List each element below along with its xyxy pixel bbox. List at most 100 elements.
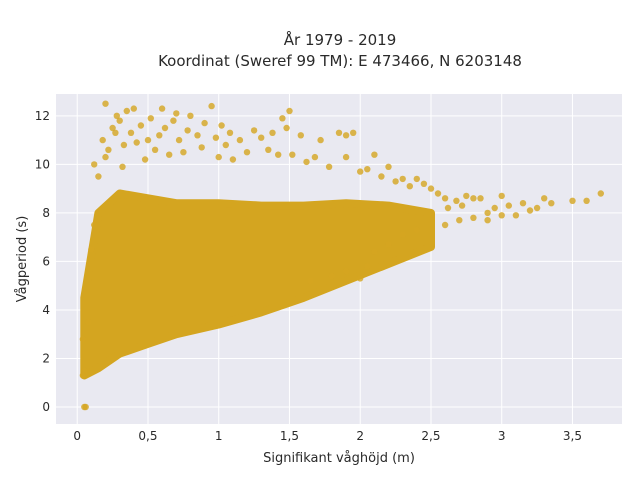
scatter-point (541, 195, 548, 202)
scatter-point (130, 105, 137, 112)
scatter-point (526, 207, 534, 214)
scatter-point (82, 403, 89, 411)
scatter-point (498, 192, 505, 200)
scatter-point (99, 136, 106, 144)
scatter-point (265, 146, 272, 153)
scatter-point (463, 192, 470, 200)
scatter-point (491, 204, 498, 212)
x-tick-labels: 0 0,5 1 1,5 2 2,5 3 3,5 (73, 429, 582, 443)
scatter-point (303, 158, 310, 166)
scatter-point (102, 153, 109, 161)
scatter-point (311, 153, 319, 161)
x-tick-label: 1 (215, 429, 223, 443)
x-tick-label: 3,5 (563, 429, 582, 443)
scatter-point (119, 163, 126, 170)
scatter-point (236, 136, 244, 144)
scatter-point (158, 105, 166, 112)
scatter-point (548, 200, 555, 207)
scatter-point (88, 246, 95, 253)
scatter-point (184, 127, 191, 134)
scatter-point (81, 367, 88, 374)
scatter-point (392, 178, 399, 185)
scatter-point (91, 221, 98, 229)
scatter-point (147, 115, 154, 122)
scatter-point (328, 272, 336, 280)
scatter-point (458, 202, 466, 209)
scatter-point (123, 107, 130, 115)
y-axis-title: Vågperiod (s) (15, 216, 30, 303)
scatter-point (385, 241, 392, 248)
scatter-point (444, 204, 452, 212)
dense-region-area (80, 189, 435, 380)
scatter-point (229, 156, 237, 163)
scatter-point (283, 124, 290, 132)
scatter-point (357, 168, 364, 175)
scatter-point (385, 163, 392, 170)
scatter-point (144, 136, 152, 144)
scatter-point (325, 163, 333, 170)
scatter-point (505, 202, 512, 209)
x-tick-label: 2 (356, 429, 364, 443)
scatter-point (297, 132, 304, 139)
scatter-point (427, 185, 435, 192)
scatter-point (137, 122, 145, 129)
scatter-point (79, 372, 87, 379)
scatter-point (127, 129, 135, 136)
scatter-point (470, 214, 477, 221)
scatter-point (456, 217, 463, 224)
scatter-point (498, 212, 505, 219)
scatter-point (371, 248, 378, 255)
x-tick-label: 0,5 (138, 429, 157, 443)
scatter-point (215, 153, 222, 161)
scatter-point (413, 175, 420, 183)
scatter-point (269, 129, 276, 136)
scatter-point (364, 166, 371, 173)
scatter-point (194, 132, 201, 139)
scatter-point (477, 195, 484, 202)
scatter-point (222, 141, 229, 149)
scatter-point (109, 124, 116, 132)
scatter-point (583, 197, 590, 204)
scatter-point (133, 139, 140, 146)
x-tick-label: 1,5 (280, 429, 299, 443)
scatter-point (413, 226, 420, 234)
scatter-point (441, 195, 449, 202)
scatter-point (399, 231, 406, 238)
scatter-point (364, 263, 371, 270)
scatter-point (378, 173, 385, 180)
scatter-point (170, 117, 177, 124)
scatter-point (218, 122, 225, 129)
x-axis-title: Signifikant våghöjd (m) (263, 451, 415, 466)
scatter-point (95, 173, 102, 180)
scatter-point (317, 136, 324, 144)
scatter-point (453, 197, 460, 204)
scatter-point (208, 102, 215, 110)
scatter-point (180, 149, 187, 156)
scatter-point (187, 112, 194, 120)
chart-title-line-1: År 1979 - 2019 (284, 30, 397, 49)
scatter-point (201, 119, 208, 127)
scatter-point (406, 183, 413, 190)
chart-title-line-2: Koordinat (Sweref 99 TM): E 473466, N 62… (158, 52, 522, 70)
scatter-point (484, 217, 491, 224)
scatter-point (175, 136, 183, 144)
x-tick-label: 0 (73, 429, 81, 443)
scatter-point (91, 161, 98, 168)
scatter-point (533, 204, 541, 212)
scatter-point (519, 200, 527, 207)
scatter-point (113, 112, 121, 120)
scatter-point (420, 180, 428, 187)
scatter-point (212, 134, 220, 141)
scatter-point (371, 151, 378, 158)
scatter-point (243, 149, 251, 156)
scatter-point (286, 107, 293, 115)
scatter-point (105, 146, 112, 153)
y-tick-label: 8 (42, 206, 50, 220)
grid-lines (56, 94, 622, 424)
scatter-point (258, 134, 265, 141)
scatter-point (512, 212, 520, 219)
scatter-point (141, 156, 149, 163)
scatter-point (399, 175, 406, 183)
y-tick-labels: 0 2 4 6 8 10 12 (35, 109, 50, 414)
